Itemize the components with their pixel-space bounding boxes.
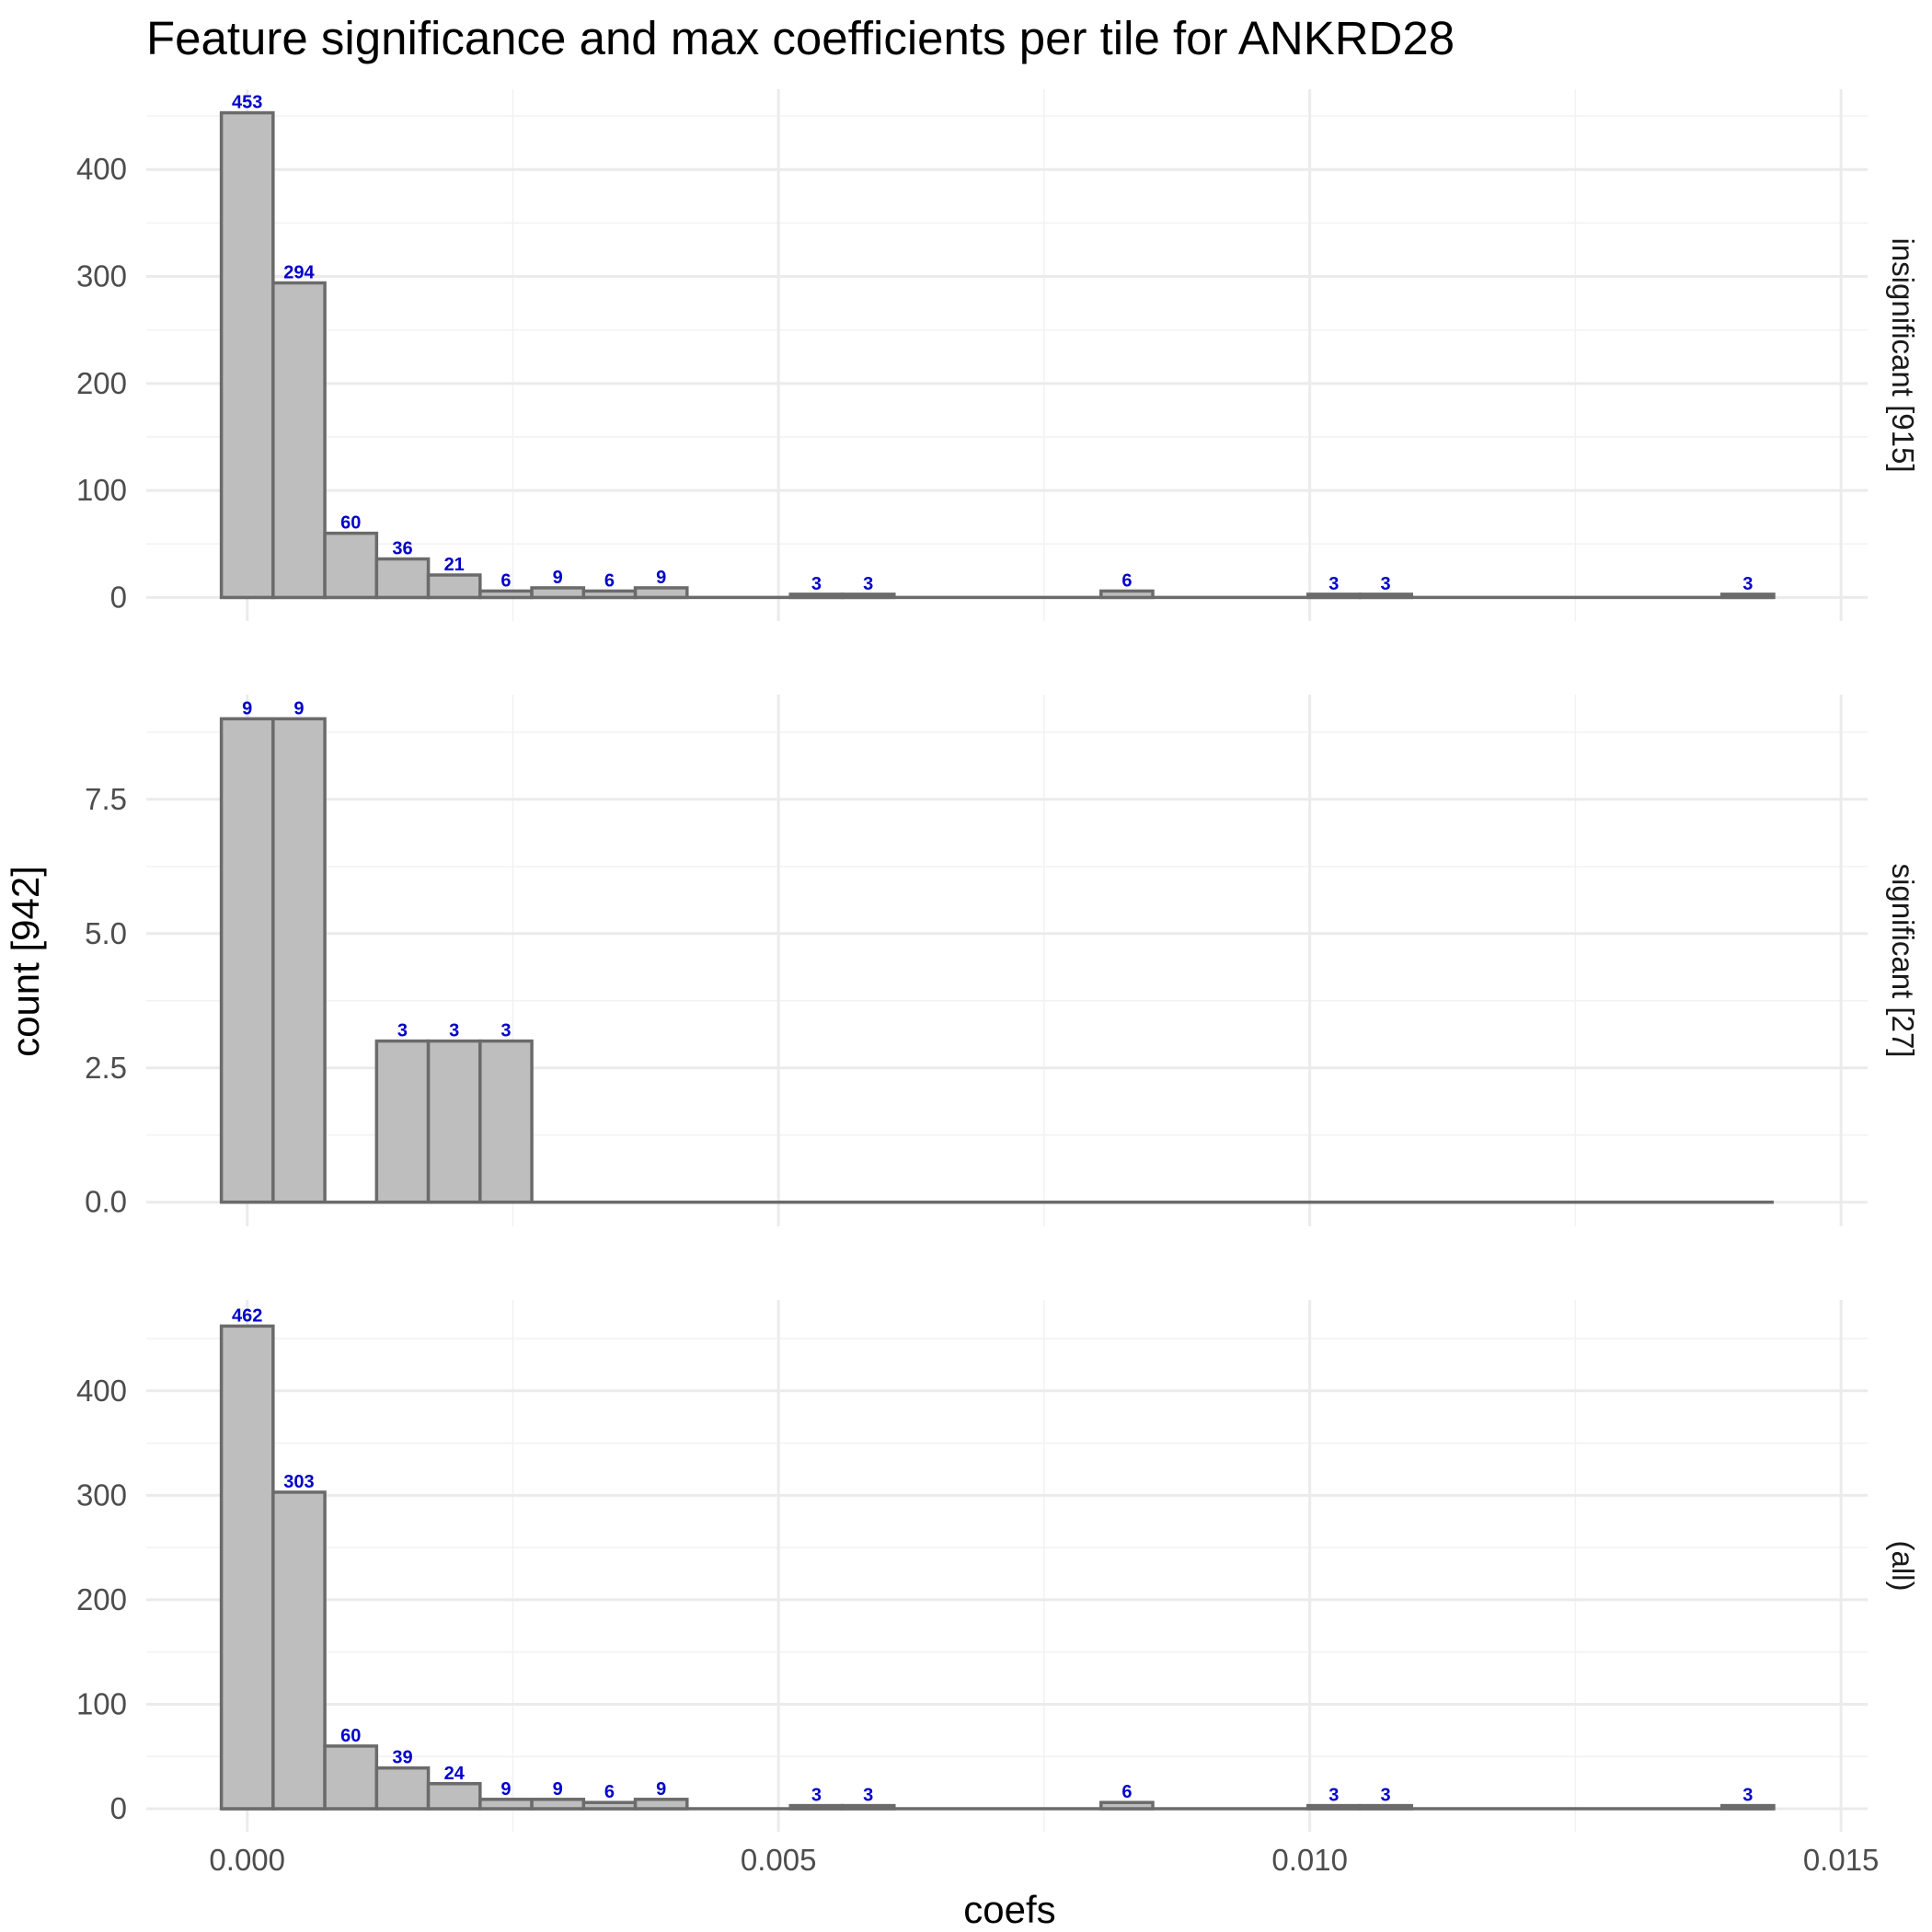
histogram-bar: [581, 589, 638, 600]
bar-count-label: 3: [449, 1021, 459, 1041]
histogram-bar: [1306, 1803, 1362, 1811]
y-tick-label: 7.5: [85, 782, 127, 816]
histogram-bar: [1719, 592, 1776, 600]
y-tick-label: 400: [76, 1374, 127, 1408]
x-tick-label: 0.010: [1271, 1843, 1348, 1877]
y-tick-label: 2.5: [85, 1051, 127, 1085]
bar-count-label: 303: [283, 1472, 314, 1492]
histogram-bar: [271, 281, 327, 600]
histogram-bar: [840, 1803, 896, 1811]
y-tick-label: 100: [76, 1686, 127, 1720]
x-tick-label: 0.015: [1803, 1843, 1880, 1877]
facet-strip-label: (all): [1886, 1541, 1920, 1592]
histogram-bar: [633, 1798, 689, 1811]
bar-count-label: 6: [500, 570, 511, 591]
bar-count-label: 24: [444, 1764, 466, 1784]
x-tick-label: 0.005: [741, 1843, 817, 1877]
y-tick-label: 5.0: [85, 916, 127, 950]
histogram-bar: [323, 1744, 379, 1811]
bar-count-label: 6: [1121, 1782, 1132, 1802]
bar-count-label: 3: [863, 574, 873, 594]
y-tick-label: 300: [76, 1478, 127, 1512]
histogram-bar: [1358, 1803, 1413, 1811]
histogram-bar: [219, 717, 275, 1204]
x-axis-title: coefs: [963, 1888, 1055, 1931]
bar-count-label: 9: [500, 1779, 511, 1800]
histogram-bar: [840, 592, 896, 600]
bar-count-label: 60: [340, 513, 361, 534]
bar-count-label: 3: [397, 1021, 408, 1041]
bar-count-label: 6: [1121, 570, 1132, 591]
bar-count-label: 39: [392, 1748, 412, 1768]
bar-count-label: 3: [1742, 1786, 1753, 1806]
histogram-bar: [788, 1803, 845, 1811]
y-tick-label: 200: [76, 366, 127, 400]
histogram-bar: [1306, 592, 1362, 600]
bar-count-label: 3: [1328, 574, 1339, 594]
bar-count-label: 9: [656, 1779, 666, 1800]
histogram-bar: [530, 586, 586, 600]
y-tick-label: 0: [110, 1791, 127, 1825]
bar-count-label: 3: [863, 1786, 873, 1806]
bar-count-label: 36: [392, 539, 412, 559]
bar-count-label: 3: [1742, 574, 1753, 594]
bar-count-label: 9: [656, 568, 666, 588]
facet-strip-label: insignificant [915]: [1886, 238, 1920, 473]
histogram-bar: [530, 1798, 586, 1811]
y-tick-label: 100: [76, 473, 127, 507]
histogram-bar: [1099, 589, 1155, 600]
y-tick-label: 300: [76, 259, 127, 293]
bar-count-label: 453: [232, 93, 262, 113]
histogram-bar: [374, 1039, 431, 1204]
histogram-bar: [478, 589, 534, 600]
histogram-bar: [219, 110, 275, 600]
histogram-bar: [1358, 592, 1413, 600]
histogram-bar: [219, 1324, 275, 1811]
histogram-bar: [788, 592, 845, 600]
y-tick-label: 200: [76, 1582, 127, 1616]
bar-count-label: 21: [444, 555, 465, 575]
histogram-bar: [271, 1490, 327, 1811]
histogram-bar: [426, 573, 482, 600]
y-tick-label: 0: [110, 580, 127, 614]
histogram-bar: [1719, 1803, 1776, 1811]
bar-count-label: 3: [1328, 1786, 1339, 1806]
histogram-bar: [426, 1039, 482, 1204]
bar-count-label: 3: [500, 1021, 511, 1041]
histogram-bar: [581, 1800, 638, 1811]
y-tick-label: 400: [76, 152, 127, 186]
histogram-bar: [478, 1798, 534, 1811]
bar-count-label: 9: [293, 698, 304, 719]
histogram-bar: [633, 586, 689, 600]
histogram-bar: [426, 1782, 482, 1811]
bar-count-label: 294: [283, 262, 315, 282]
histogram-bar: [374, 1765, 431, 1811]
histogram-bar: [374, 557, 431, 600]
bar-count-label: 3: [811, 1786, 822, 1806]
y-axis-title: count [942]: [4, 866, 47, 1057]
panel-3: 0 100 200 300 400 462 303 60 39 24 9 9 6 9 3 3 6 3 3 3 (all): [76, 1300, 1920, 1832]
histogram-bar: [271, 717, 327, 1204]
bar-count-label: 3: [1381, 1786, 1391, 1806]
bar-count-label: 3: [1381, 574, 1391, 594]
bar-count-label: 462: [232, 1305, 262, 1326]
y-tick-label: 0.0: [85, 1185, 127, 1219]
panel-2: 0.0 2.5 5.0 7.5 9 9 3 3 3 significant [27]: [85, 695, 1920, 1226]
bar-count-label: 3: [811, 574, 822, 594]
x-tick-label: 0.000: [209, 1843, 285, 1877]
bar-count-label: 9: [553, 1779, 563, 1800]
bar-count-label: 6: [604, 1782, 615, 1802]
bar-count-label: 6: [604, 570, 615, 591]
bar-count-label: 9: [242, 698, 252, 719]
bar-count-label: 60: [340, 1726, 361, 1746]
histogram-bar: [323, 531, 379, 600]
bar-count-label: 9: [553, 568, 563, 588]
histogram-bar: [478, 1039, 534, 1204]
chart-title: Feature significance and max coefficient…: [146, 12, 1455, 64]
facet-strip-label: significant [27]: [1886, 864, 1920, 1058]
histogram-bar: [1099, 1800, 1155, 1811]
